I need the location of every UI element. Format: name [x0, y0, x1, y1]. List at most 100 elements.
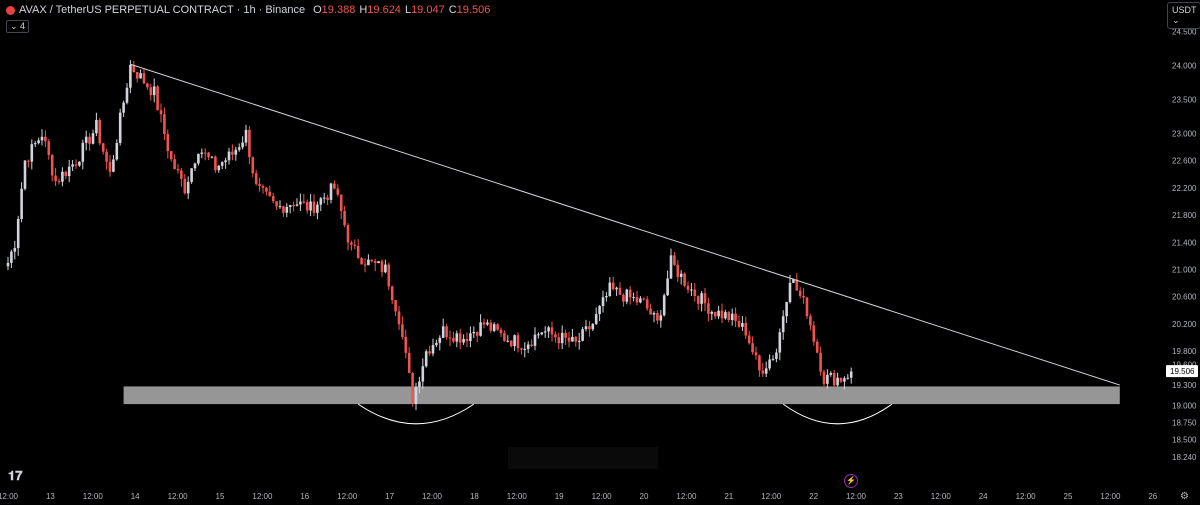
y-tick-label: 19.800	[1172, 347, 1197, 356]
candle-body	[23, 160, 27, 189]
candle-body	[479, 322, 482, 336]
candle-body	[584, 326, 588, 330]
y-tick-label: 18.500	[1172, 435, 1197, 444]
candle-body	[659, 315, 663, 321]
candle-body	[411, 373, 414, 404]
candle-body	[57, 181, 61, 183]
candle-body	[234, 149, 238, 155]
candle-body	[98, 119, 102, 144]
candle-body	[183, 178, 187, 194]
candle-body	[197, 153, 200, 164]
candle-body	[407, 352, 411, 374]
x-tick-label: 24	[979, 492, 988, 501]
candle-body	[557, 337, 561, 344]
x-tick-label: 18	[470, 492, 479, 501]
candle-body	[567, 337, 571, 342]
candle-body	[526, 344, 530, 349]
candle-body	[152, 86, 156, 96]
candle-body	[16, 218, 20, 249]
candle-body	[176, 169, 180, 171]
candle-body	[163, 114, 166, 134]
candle-body	[445, 326, 448, 338]
candle-body	[656, 313, 659, 321]
candle-body	[214, 156, 217, 171]
candle-body	[384, 264, 387, 273]
candle-body	[105, 151, 108, 162]
candle-body	[265, 187, 268, 192]
candle-body	[768, 359, 771, 369]
candle-body	[720, 310, 724, 319]
candle-body	[764, 368, 768, 374]
candle-body	[826, 374, 829, 384]
candle-body	[292, 205, 295, 207]
candle-body	[798, 290, 802, 296]
candle-body	[574, 336, 578, 342]
y-tick-label: 24.000	[1172, 62, 1197, 71]
candle-body	[401, 324, 404, 337]
candle-body	[496, 324, 499, 330]
candle-body	[662, 295, 666, 316]
candle-body	[312, 201, 316, 213]
candle-body	[435, 342, 438, 346]
tradingview-logo-icon[interactable]: 𝟏𝟕	[8, 468, 23, 483]
candle-body	[690, 289, 693, 291]
lightning-icon[interactable]: ⚡	[844, 474, 858, 488]
candle-body	[523, 348, 527, 350]
candle-body	[628, 289, 632, 298]
candle-body	[254, 173, 258, 184]
candle-body	[571, 336, 574, 342]
high-label: H	[359, 4, 368, 16]
candle-body	[475, 331, 479, 336]
candle-body	[268, 191, 272, 197]
candle-body	[186, 181, 190, 194]
candle-body	[244, 129, 248, 143]
symbol-title[interactable]: AVAX / TetherUS PERPETUAL CONTRACT · 1h …	[19, 4, 306, 16]
candle-body	[734, 313, 737, 322]
close-value: 19.506	[456, 4, 491, 16]
candle-body	[309, 201, 312, 211]
candle-body	[10, 251, 13, 263]
x-tick-label: 12:00	[507, 492, 528, 501]
candle-body	[37, 140, 40, 144]
indicators-toggle-button[interactable]: ⌄ 4	[6, 20, 30, 33]
candle-body	[540, 332, 544, 335]
candle-body	[775, 352, 778, 359]
candle-body	[224, 160, 227, 163]
gear-icon[interactable]: ⚙	[1180, 491, 1189, 502]
candle-body	[812, 325, 816, 342]
candle-body	[169, 151, 173, 160]
candle-body	[261, 185, 265, 188]
candle-body	[594, 314, 598, 324]
candle-body	[101, 143, 105, 152]
candle-body	[747, 335, 751, 344]
candle-body	[506, 340, 510, 342]
x-tick-label: 19	[555, 492, 564, 501]
x-tick-label: 16	[300, 492, 309, 501]
candle-body	[74, 164, 78, 166]
candle-body	[754, 352, 758, 356]
candle-body	[489, 322, 493, 331]
high-value: 19.624	[367, 4, 401, 16]
candle-body	[788, 282, 792, 303]
last-price-label: 19.506	[1170, 367, 1195, 376]
y-tick-label: 20.600	[1172, 293, 1197, 302]
candle-body	[802, 295, 805, 298]
candle-body	[622, 294, 625, 302]
candle-body	[207, 152, 210, 158]
candle-body	[299, 201, 302, 205]
candle-body	[679, 273, 683, 277]
candle-body	[397, 311, 401, 325]
candle-body	[452, 337, 455, 342]
x-tick-label: 12:00	[931, 492, 952, 501]
candle-body	[618, 287, 622, 295]
currency-selector[interactable]: USDT ⌄	[1167, 2, 1200, 29]
last-price-tag	[1166, 365, 1198, 378]
candle-body	[373, 261, 377, 264]
candle-body	[741, 323, 744, 327]
x-tick-label: 12:00	[846, 492, 867, 501]
rounding-bottom-arc	[782, 403, 893, 425]
x-tick-label: 17	[385, 492, 394, 501]
x-tick-label: 14	[131, 492, 140, 501]
candle-body	[424, 351, 428, 367]
